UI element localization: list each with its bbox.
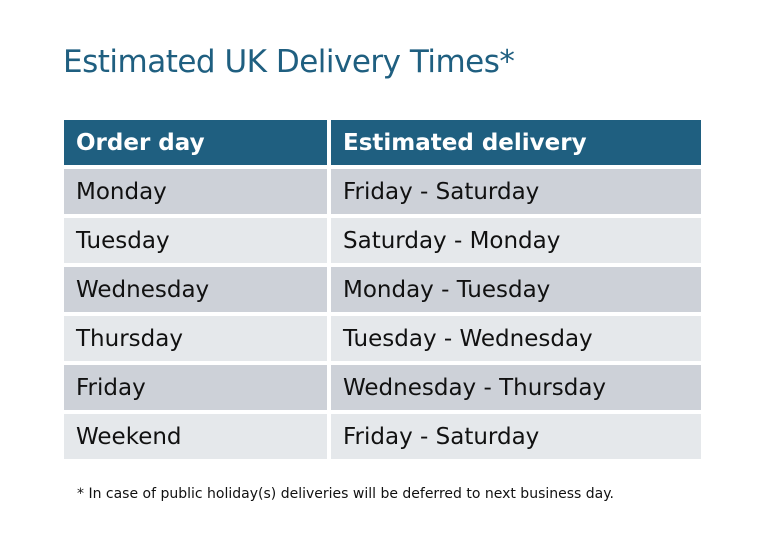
delivery-table: Order day Estimated delivery Monday Frid… [64, 120, 701, 459]
table-cell-delivery: Tuesday - Wednesday [331, 316, 701, 361]
table-cell-order-day: Thursday [64, 316, 327, 361]
table-cell-order-day: Wednesday [64, 267, 327, 312]
table-cell-order-day: Weekend [64, 414, 327, 459]
column-header-order-day: Order day [64, 120, 327, 165]
column-header-estimated-delivery: Estimated delivery [331, 120, 701, 165]
table-cell-order-day: Tuesday [64, 218, 327, 263]
page-title: Estimated UK Delivery Times* [63, 44, 515, 80]
table-cell-delivery: Wednesday - Thursday [331, 365, 701, 410]
table-cell-delivery: Monday - Tuesday [331, 267, 701, 312]
table-cell-delivery: Saturday - Monday [331, 218, 701, 263]
table-cell-order-day: Friday [64, 365, 327, 410]
footnote: * In case of public holiday(s) deliverie… [77, 486, 614, 502]
table-cell-delivery: Friday - Saturday [331, 414, 701, 459]
table-cell-order-day: Monday [64, 169, 327, 214]
table-cell-delivery: Friday - Saturday [331, 169, 701, 214]
